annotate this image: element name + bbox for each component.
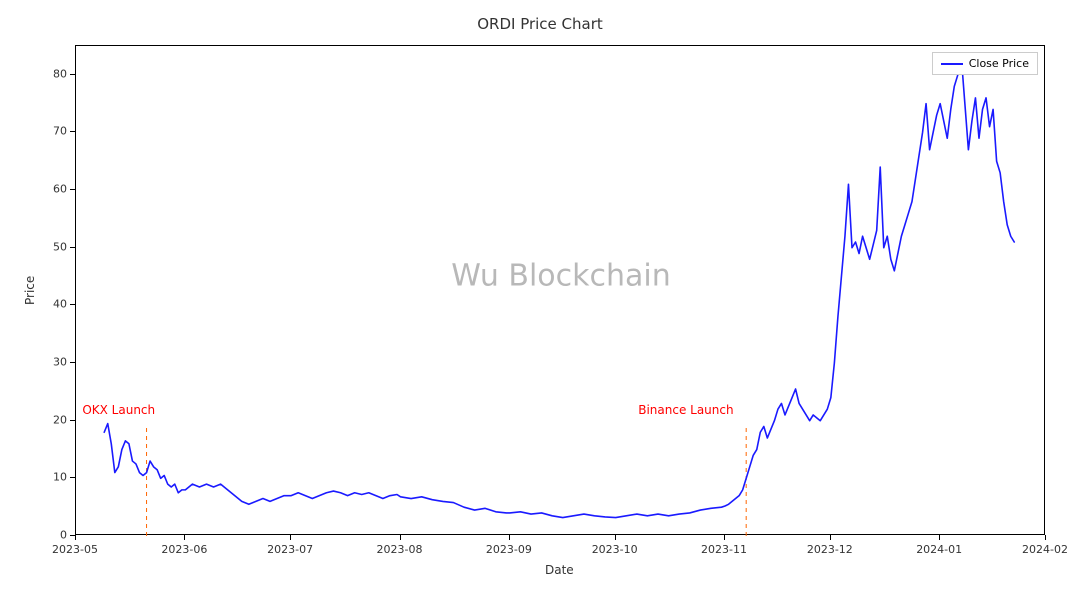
x-tick-mark <box>830 535 831 540</box>
x-tick-label: 2023-07 <box>267 543 313 556</box>
plot-area: Wu Blockchain Close Price OKX LaunchBina… <box>75 45 1045 535</box>
x-tick-mark <box>75 535 76 540</box>
y-tick-label: 30 <box>45 356 67 369</box>
y-tick-mark <box>70 420 75 421</box>
y-tick-label: 70 <box>45 125 67 138</box>
x-tick-label: 2023-05 <box>52 543 98 556</box>
chart-title: ORDI Price Chart <box>0 15 1080 33</box>
x-tick-mark <box>400 535 401 540</box>
x-tick-mark <box>184 535 185 540</box>
event-annotation: Binance Launch <box>638 403 733 417</box>
x-tick-label: 2023-09 <box>486 543 532 556</box>
y-tick-mark <box>70 362 75 363</box>
y-tick-label: 0 <box>45 529 67 542</box>
x-tick-mark <box>290 535 291 540</box>
x-axis-label: Date <box>545 563 574 577</box>
x-tick-mark <box>509 535 510 540</box>
y-tick-mark <box>70 247 75 248</box>
x-tick-label: 2024-02 <box>1022 543 1068 556</box>
y-tick-label: 20 <box>45 413 67 426</box>
price-line <box>104 58 1014 518</box>
y-tick-mark <box>70 131 75 132</box>
y-tick-mark <box>70 535 75 536</box>
y-tick-mark <box>70 189 75 190</box>
x-tick-mark <box>615 535 616 540</box>
legend-label: Close Price <box>969 57 1029 70</box>
x-tick-label: 2023-10 <box>592 543 638 556</box>
x-tick-mark <box>939 535 940 540</box>
y-tick-label: 60 <box>45 183 67 196</box>
y-tick-label: 10 <box>45 471 67 484</box>
legend-swatch <box>941 63 963 65</box>
event-annotation: OKX Launch <box>82 403 155 417</box>
y-axis-label: Price <box>23 276 37 305</box>
y-tick-label: 40 <box>45 298 67 311</box>
x-tick-mark <box>724 535 725 540</box>
x-tick-mark <box>1045 535 1046 540</box>
y-tick-mark <box>70 477 75 478</box>
x-tick-label: 2024-01 <box>916 543 962 556</box>
y-tick-label: 80 <box>45 67 67 80</box>
y-tick-label: 50 <box>45 240 67 253</box>
x-tick-label: 2023-06 <box>161 543 207 556</box>
price-chart: ORDI Price Chart Wu Blockchain Close Pri… <box>0 0 1080 608</box>
y-tick-mark <box>70 74 75 75</box>
y-tick-mark <box>70 304 75 305</box>
legend: Close Price <box>932 52 1038 75</box>
x-tick-label: 2023-12 <box>807 543 853 556</box>
plot-svg <box>76 46 1046 536</box>
x-tick-label: 2023-08 <box>377 543 423 556</box>
x-tick-label: 2023-11 <box>701 543 747 556</box>
